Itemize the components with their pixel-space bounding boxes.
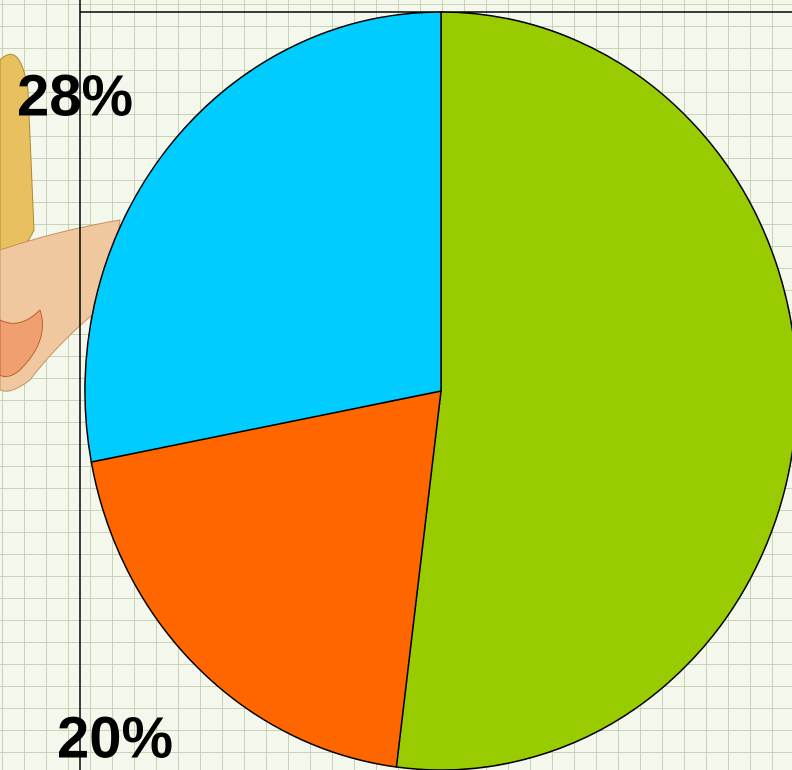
pie-slice — [90, 390, 442, 768]
decoration — [0, 53, 121, 392]
pie-slice — [395, 11, 792, 770]
pie — [84, 11, 792, 770]
value-label: 28% — [17, 63, 133, 128]
pie-slice — [84, 11, 442, 463]
value-label: 20% — [57, 705, 173, 770]
